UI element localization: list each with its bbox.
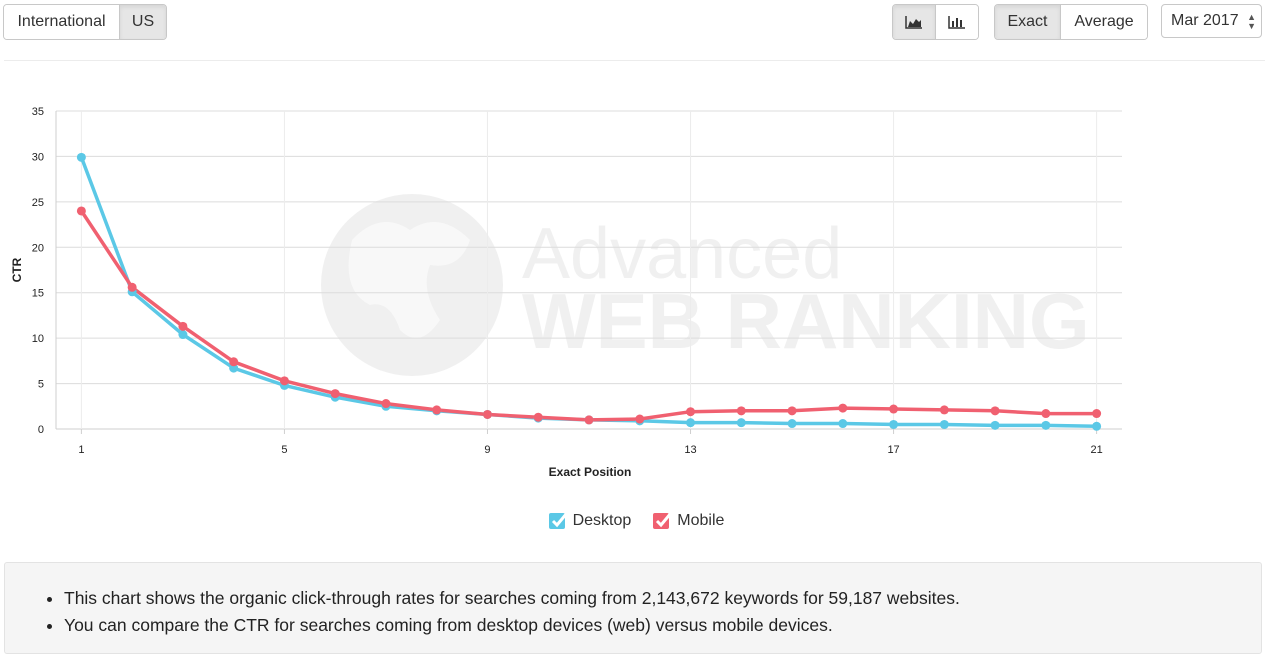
mobile-checkbox-icon	[653, 512, 673, 529]
y-tick-label: 25	[32, 197, 44, 209]
select-arrows-icon: ▲ ▼	[1247, 12, 1256, 31]
international-button[interactable]: International	[4, 5, 120, 39]
x-tick-label: 5	[281, 444, 287, 456]
info-box: This chart shows the organic click-throu…	[4, 562, 1262, 654]
legend-label-mobile: Mobile	[677, 512, 725, 529]
bar-chart-button[interactable]	[936, 5, 978, 39]
data-point-desktop	[1092, 421, 1102, 431]
info-list: This chart shows the organic click-throu…	[5, 585, 960, 639]
data-point-mobile	[939, 405, 949, 415]
data-point-mobile	[990, 406, 1000, 416]
data-point-desktop	[1041, 420, 1051, 430]
y-tick-label: 20	[32, 242, 44, 254]
x-tick-label: 17	[887, 444, 899, 456]
data-point-desktop	[229, 363, 239, 373]
data-point-desktop	[76, 152, 86, 162]
data-point-mobile	[686, 407, 696, 417]
chart-series	[76, 152, 1102, 431]
info-bullet: This chart shows the organic click-throu…	[64, 585, 960, 612]
data-point-mobile	[178, 321, 188, 331]
legend-item-mobile[interactable]: Mobile	[653, 512, 724, 530]
data-point-mobile	[127, 282, 137, 292]
x-axis-label: Exact Position	[549, 465, 632, 479]
watermark-line1: Advanced	[522, 214, 842, 294]
data-point-mobile	[229, 357, 239, 367]
data-point-mobile	[889, 404, 899, 414]
data-point-mobile	[432, 405, 442, 415]
x-tick-label: 21	[1090, 444, 1102, 456]
data-point-desktop	[939, 419, 949, 429]
region-toggle: International US	[3, 4, 167, 40]
data-point-mobile	[279, 376, 289, 386]
area-chart-icon	[905, 16, 922, 29]
desktop-checkbox-icon	[548, 512, 568, 529]
data-point-desktop	[838, 419, 848, 429]
data-point-mobile	[584, 415, 594, 425]
date-select[interactable]: Mar 2017 ▲ ▼	[1161, 4, 1262, 38]
data-point-desktop	[787, 419, 797, 429]
data-point-mobile	[635, 414, 645, 424]
chart-legend: Desktop Mobile	[0, 512, 1273, 530]
data-point-mobile	[330, 389, 340, 399]
data-point-mobile	[787, 406, 797, 416]
data-point-mobile	[381, 399, 391, 409]
watermark-logo: Advanced WEB RANKING	[321, 194, 1090, 376]
view-toggle	[892, 4, 979, 40]
data-point-mobile	[76, 206, 86, 216]
header-divider	[4, 60, 1265, 61]
data-point-mobile	[482, 409, 492, 419]
y-axis-label: CTR	[10, 257, 24, 282]
data-point-desktop	[889, 419, 899, 429]
chart-grid	[56, 110, 1122, 430]
data-point-mobile	[1092, 409, 1102, 419]
x-tick-label: 1	[78, 444, 84, 456]
x-tick-label: 13	[684, 444, 696, 456]
data-point-desktop	[736, 418, 746, 428]
data-point-mobile	[736, 406, 746, 416]
data-point-mobile	[533, 412, 543, 422]
y-tick-label: 15	[32, 288, 44, 300]
x-tick-label: 9	[484, 444, 490, 456]
us-button[interactable]: US	[120, 5, 166, 39]
exact-button[interactable]: Exact	[995, 5, 1061, 39]
date-select-value: Mar 2017	[1171, 12, 1239, 29]
area-chart-button[interactable]	[893, 5, 936, 39]
data-point-desktop	[990, 420, 1000, 430]
data-point-mobile	[838, 403, 848, 413]
bar-chart-icon	[948, 16, 965, 29]
average-button[interactable]: Average	[1061, 5, 1147, 39]
legend-label-desktop: Desktop	[572, 512, 632, 529]
mode-toggle: Exact Average	[994, 4, 1148, 40]
data-point-mobile	[1041, 409, 1051, 419]
watermark-line2: WEB RANKING	[522, 277, 1090, 365]
y-tick-label: 0	[38, 424, 44, 436]
legend-item-desktop[interactable]: Desktop	[548, 512, 632, 530]
y-tick-label: 30	[32, 151, 44, 163]
y-tick-label: 10	[32, 333, 44, 345]
y-tick-label: 5	[38, 379, 44, 391]
info-bullet: You can compare the CTR for searches com…	[64, 612, 960, 639]
y-tick-label: 35	[32, 106, 44, 118]
data-point-desktop	[686, 418, 696, 428]
data-point-desktop	[178, 330, 188, 340]
